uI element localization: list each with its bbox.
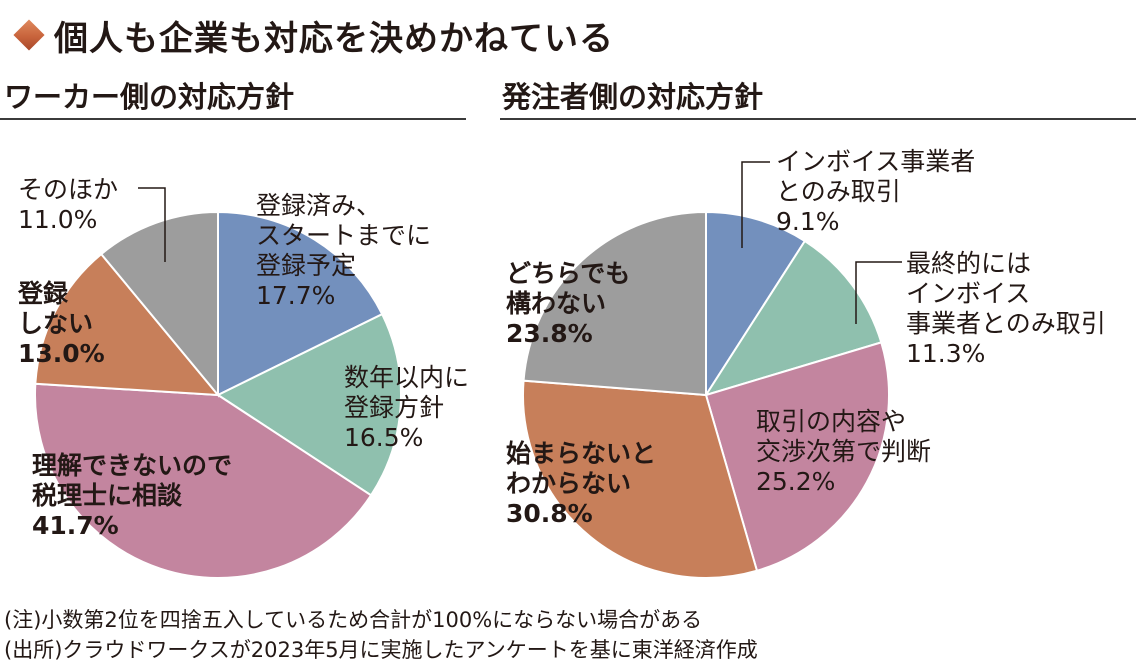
pie1-slice-5 — [99, 210, 219, 398]
pie1-label-5: そのほか 11.0% — [18, 175, 118, 234]
pie2-label-2: 最終的にはインボイス事業者とのみ取引 11.3% — [906, 249, 1106, 368]
pie2-slice-5 — [522, 210, 707, 397]
left-chart-title: ワーカー側の対応方針 — [4, 80, 295, 114]
pie2-slice-4 — [522, 379, 759, 579]
pie1-label-1: 登録済み、スタートまでに登録予定 17.7% — [256, 191, 431, 310]
right-chart-title: 発注者側の対応方針 — [502, 80, 764, 114]
pie2-slice-3 — [704, 341, 890, 572]
pie1-label-4: 登録しない 13.0% — [17, 279, 105, 368]
left-title-rule — [0, 118, 466, 120]
pie1-slice-2 — [215, 312, 402, 497]
pie2-slice-1 — [705, 210, 807, 399]
pie2-label-3: 取引の内容や交渉次第で判断 25.2% — [756, 407, 931, 496]
pie2-label-4: 始まらないとわからない 30.8% — [506, 439, 656, 528]
source-text: (出所)クラウドワークスが2023年5月に実施したアンケートを基に東洋経済作成 — [4, 638, 758, 662]
note-text: (注)小数第2位を四捨五入しているため合計が100%にならない場合がある — [4, 608, 703, 632]
page-title: 個人も企業も対応を決めかねている — [54, 18, 614, 59]
pie1-slice-1 — [217, 210, 384, 397]
pie1-slice-3 — [33, 382, 373, 579]
pie2-label-1: インボイス事業者とのみ取引 9.1% — [776, 147, 975, 236]
right-title-rule — [500, 118, 1136, 120]
pie2-leader-line-1 — [741, 161, 770, 248]
pie2-leader-line-2 — [855, 261, 902, 324]
pie2-slice-2 — [703, 239, 883, 397]
pie1-label-2: 数年以内に登録方針 16.5% — [344, 363, 469, 452]
pie1-leader-line-1 — [138, 187, 166, 262]
pie1-label-3: 理解できないので税理士に相談 41.7% — [32, 451, 232, 540]
title-row: 個人も企業も対応を決めかねている — [6, 10, 614, 60]
pie1-slice-4 — [34, 252, 221, 397]
pie2-label-5: どちらでも構わない 23.8% — [506, 259, 630, 348]
